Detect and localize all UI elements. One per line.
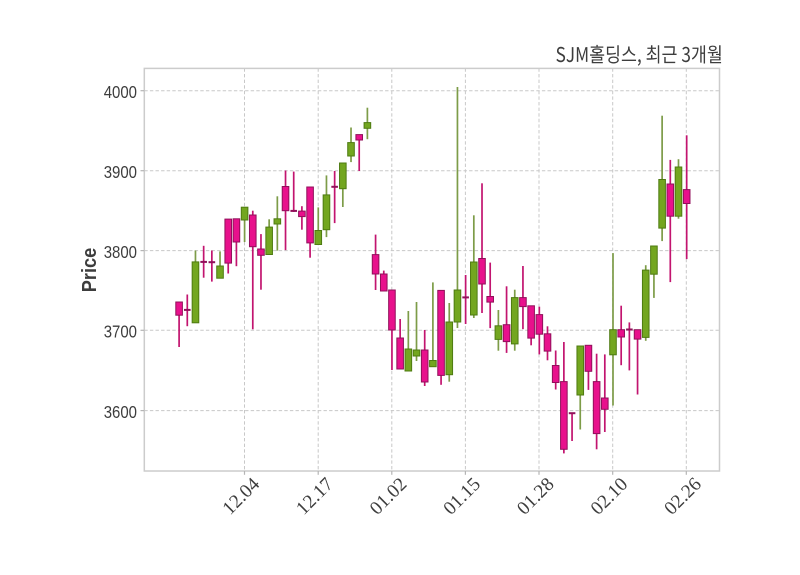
svg-text:3900: 3900 xyxy=(104,163,137,182)
svg-text:4000: 4000 xyxy=(104,83,137,102)
svg-text:3700: 3700 xyxy=(104,322,137,341)
svg-text:Price: Price xyxy=(79,248,101,292)
svg-text:3600: 3600 xyxy=(104,403,137,422)
svg-text:3800: 3800 xyxy=(104,243,137,262)
